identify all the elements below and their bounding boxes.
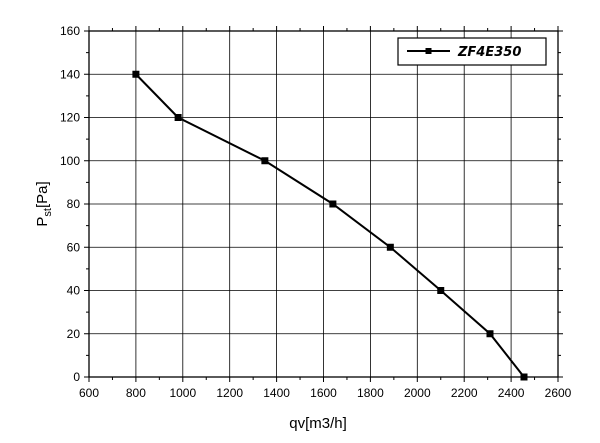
series <box>132 70 528 381</box>
x-tick-label: 2000 <box>404 386 431 400</box>
x-tick-label: 2600 <box>545 386 572 400</box>
y-axis-label-main: P <box>34 217 51 227</box>
y-tick-label: 160 <box>60 24 80 38</box>
y-tick-label: 140 <box>60 67 80 81</box>
y-axis-label-sub: st <box>42 208 54 217</box>
y-tick-label: 40 <box>67 284 81 298</box>
y-tick-label: 20 <box>67 327 81 341</box>
x-tick-label: 1000 <box>169 386 196 400</box>
data-point-marker <box>132 70 140 78</box>
axes: 600 800 1000 1200 1400 1600 1800 2000 2200 2400 26… <box>60 24 572 400</box>
data-point-marker <box>174 114 182 121</box>
y-axis-label-unit: [Pa] <box>34 181 51 208</box>
x-tick-label: 1800 <box>357 386 384 400</box>
x-tick-label: 1400 <box>263 386 290 400</box>
y-axis-label: Pst[Pa] <box>34 181 54 226</box>
y-tick-label: 120 <box>60 111 80 125</box>
y-tick-label: 0 <box>73 370 80 384</box>
data-point-marker <box>261 157 269 165</box>
x-tick-label: 1600 <box>310 386 337 400</box>
legend-label: ZF4E350 <box>457 45 521 60</box>
x-axis-label: qv[m3/h] <box>289 415 347 432</box>
data-point-marker <box>386 243 394 251</box>
legend-marker <box>425 48 432 54</box>
x-tick-label: 800 <box>126 386 146 400</box>
data-point-marker <box>437 287 445 294</box>
legend: ZF4E350 <box>397 37 547 66</box>
y-tick-label: 60 <box>67 240 81 254</box>
series-line <box>135 73 525 378</box>
y-tick-label: 80 <box>67 197 81 211</box>
y-tick-label: 100 <box>60 154 80 168</box>
x-tick-label: 600 <box>79 386 99 400</box>
data-point-marker <box>486 330 494 338</box>
x-tick-label: 2200 <box>451 386 478 400</box>
data-point-marker <box>520 373 528 381</box>
x-tick-label: 1200 <box>216 386 243 400</box>
data-point-marker <box>329 200 337 208</box>
grid <box>89 31 558 377</box>
x-tick-label: 2400 <box>498 386 525 400</box>
